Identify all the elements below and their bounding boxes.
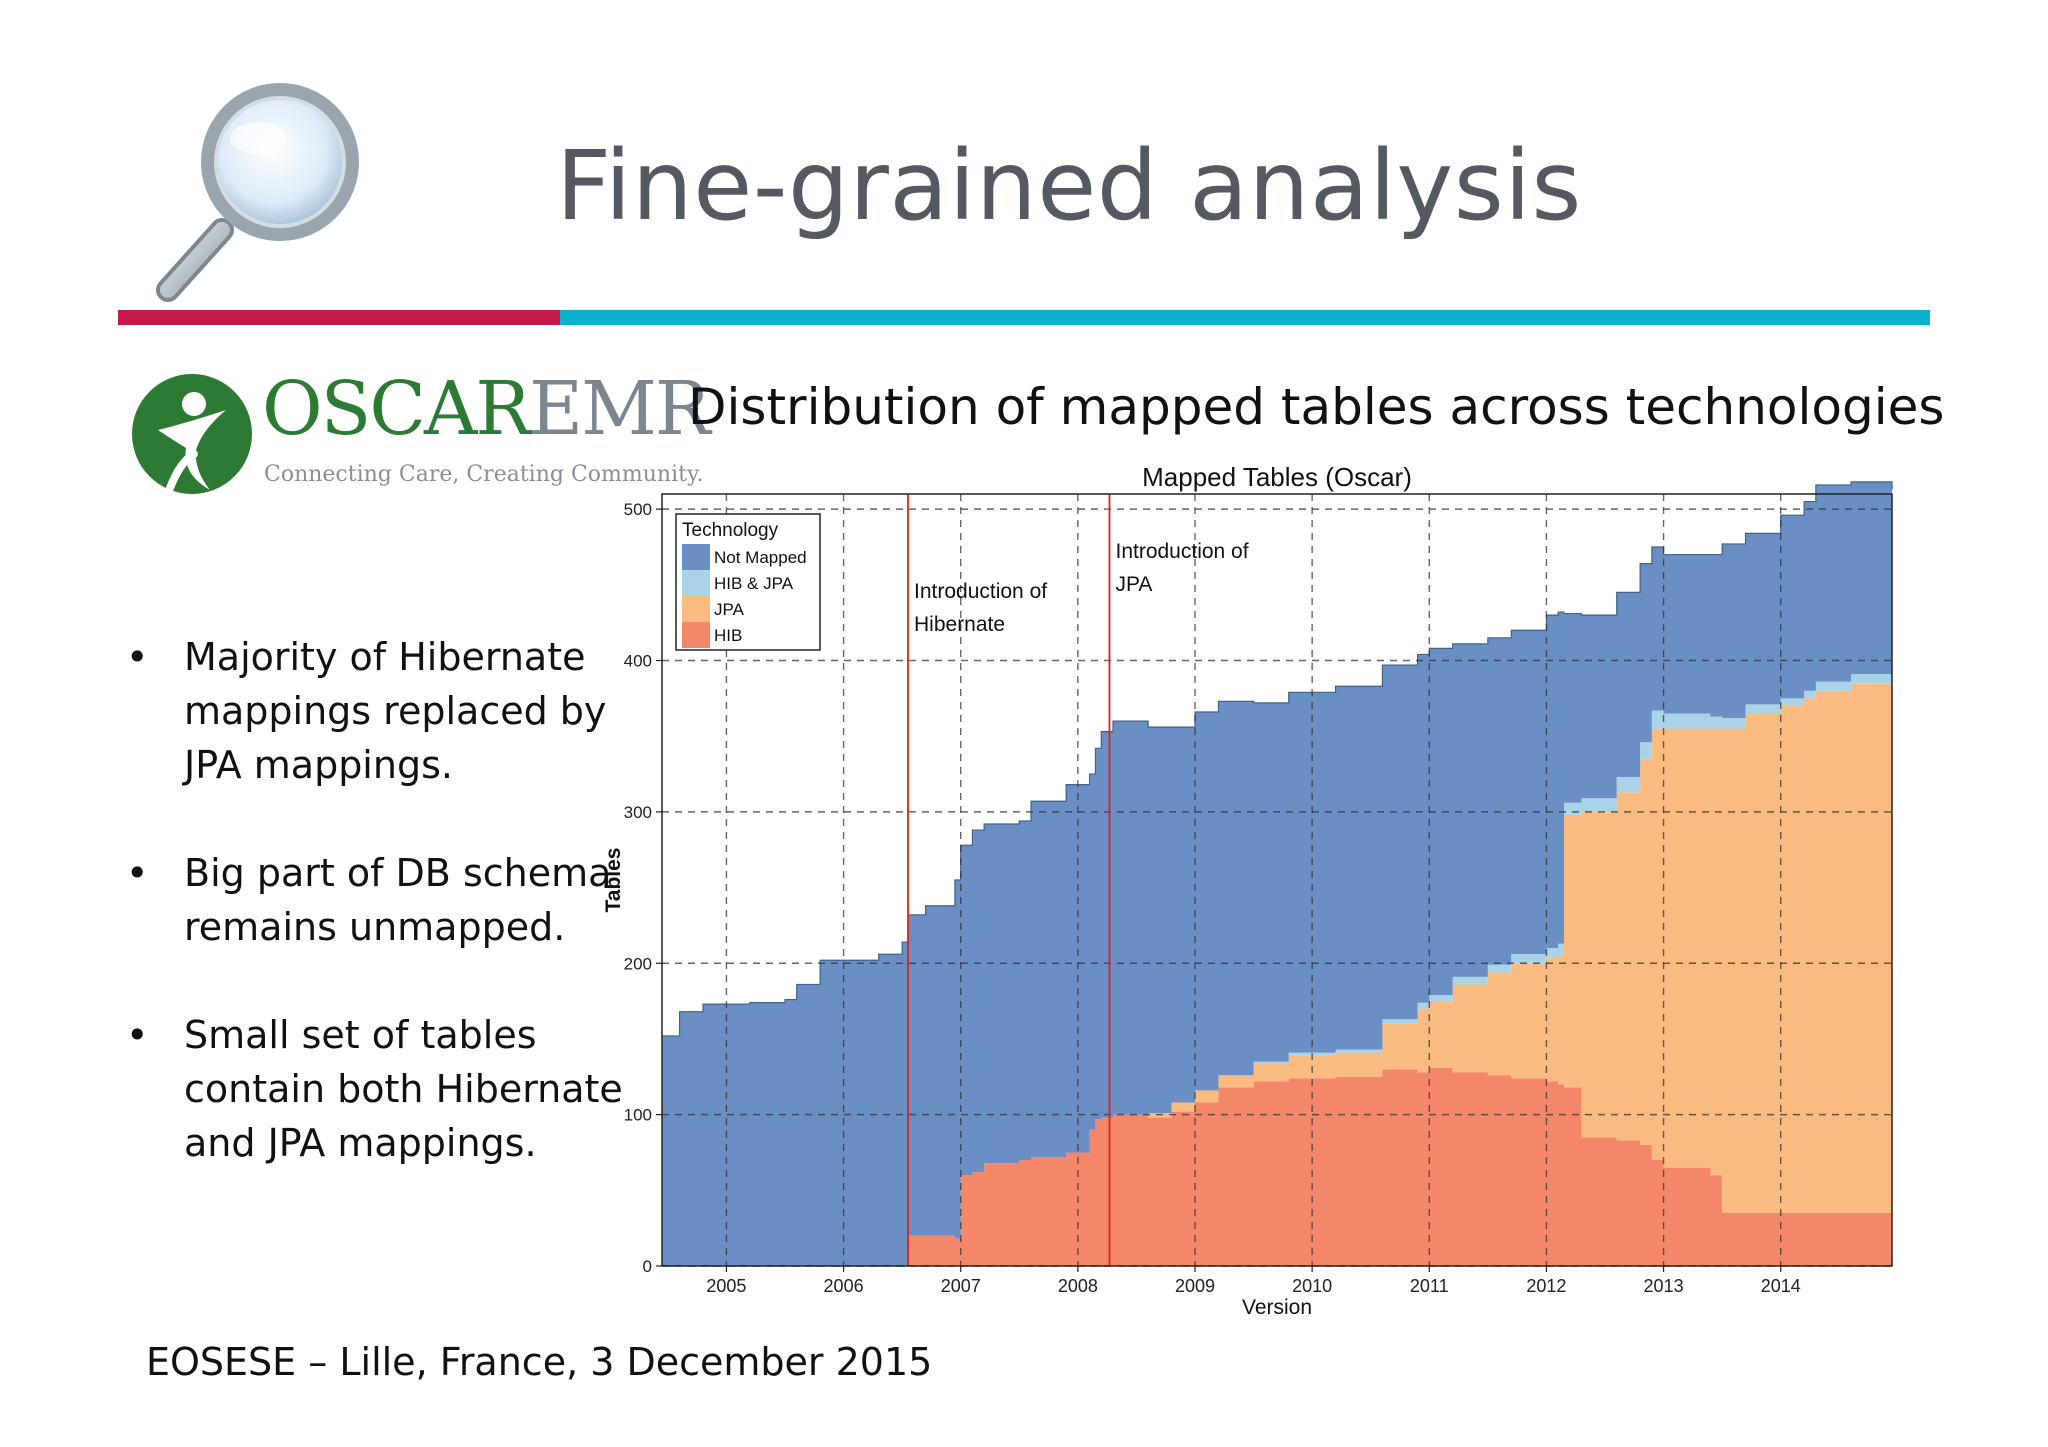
x-tick-label: 2012 xyxy=(1526,1276,1566,1296)
x-tick-label: 2010 xyxy=(1292,1276,1332,1296)
area-series-jpa xyxy=(662,672,1892,1266)
legend: Technology Not Mapped HIB & JPA JPA HIB xyxy=(675,513,821,651)
x-tick-label: 2005 xyxy=(706,1276,746,1296)
footer-event: EOSESE – Lille, France, 3 December 2015 xyxy=(146,1340,933,1384)
plot-border xyxy=(661,493,1893,1267)
y-tick-label: 400 xyxy=(624,652,652,671)
bullet-text: Majority of Hibernate mappings replaced … xyxy=(184,635,607,787)
bullet-item: • Small set of tables contain both Hibern… xyxy=(122,1008,642,1170)
legend-entry: JPA xyxy=(714,600,745,619)
bullet-item: • Big part of DB schema remains unmapped. xyxy=(122,846,642,954)
bullet-dot: • xyxy=(126,1013,149,1057)
legend-swatch xyxy=(682,596,710,622)
bullet-dot: • xyxy=(126,635,149,679)
total-outline xyxy=(662,481,1893,1037)
chart-heading: Distribution of mapped tables across tec… xyxy=(688,378,1945,436)
legend-swatch xyxy=(682,622,710,648)
annotation-label: Introduction of xyxy=(1115,540,1248,563)
x-tick-label: 2006 xyxy=(824,1276,864,1296)
logo-name-oscar: OSCAR xyxy=(262,366,531,452)
x-tick-label: 2014 xyxy=(1761,1276,1801,1296)
x-tick-label: 2011 xyxy=(1410,1276,1449,1296)
x-tick-label: 2008 xyxy=(1058,1276,1098,1296)
annotation-label: JPA xyxy=(1115,573,1152,596)
x-tick-label: 2007 xyxy=(941,1276,981,1296)
y-tick-label: 500 xyxy=(624,500,652,519)
logo-figure-icon xyxy=(132,374,252,494)
mapped-tables-chart: Introduction of Hibernate Introduction of J… xyxy=(602,462,1893,1319)
legend-title: Technology xyxy=(682,520,779,541)
legend-entry: Not Mapped xyxy=(714,548,807,567)
y-tick-label: 200 xyxy=(624,954,652,973)
bullet-list: • Majority of Hibernate mappings replaced… xyxy=(122,630,642,1224)
slide-title: Fine-grained analysis xyxy=(556,130,1582,242)
area-series-not-mapped xyxy=(662,481,1892,1266)
legend-swatch xyxy=(682,544,710,570)
y-tick-label: 100 xyxy=(624,1106,652,1125)
legend-entry: HIB xyxy=(714,626,742,645)
bullet-text: Small set of tables contain both Hiberna… xyxy=(184,1013,623,1165)
x-tick-label: 2009 xyxy=(1175,1276,1215,1296)
chart-title: Mapped Tables (Oscar) xyxy=(1142,462,1412,492)
y-tick-label: 0 xyxy=(643,1257,652,1276)
title-rule-teal xyxy=(560,310,1930,325)
legend-entry: HIB & JPA xyxy=(714,574,794,593)
logo-name-emr: EMR xyxy=(529,366,711,452)
annotation-label: Introduction of xyxy=(914,580,1047,603)
y-tick-label: 300 xyxy=(624,803,652,822)
oscar-emr-logo: OSCAREMR Connecting Care, Creating Commu… xyxy=(130,370,711,500)
logo-wordmark: OSCAREMR xyxy=(262,372,711,446)
bullet-item: • Majority of Hibernate mappings replaced… xyxy=(122,630,642,792)
bullet-text: Big part of DB schema remains unmapped. xyxy=(184,851,612,949)
x-axis-label: Version xyxy=(1242,1296,1312,1319)
annotation-label: Hibernate xyxy=(914,613,1005,636)
x-tick-label: 2013 xyxy=(1644,1276,1684,1296)
logo-tagline: Connecting Care, Creating Community. xyxy=(264,462,704,487)
area-series-hib xyxy=(662,1067,1892,1266)
title-rule-red xyxy=(118,310,560,325)
legend-swatch xyxy=(682,570,710,596)
bullet-dot: • xyxy=(126,851,149,895)
magnifier-icon xyxy=(156,83,359,302)
y-axis-label: Tables xyxy=(602,848,625,913)
